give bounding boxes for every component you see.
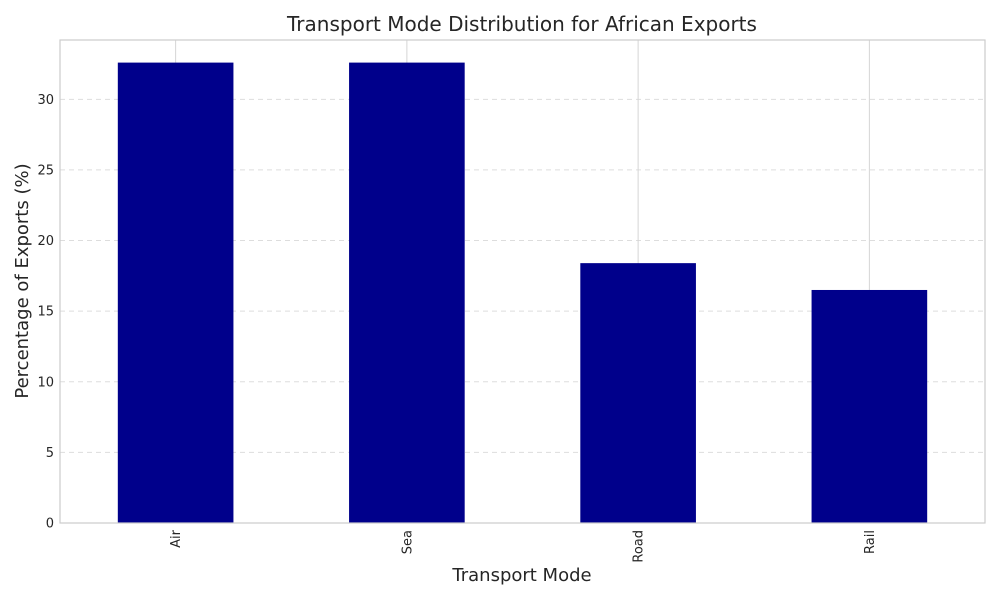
x-tick-label: Road [632, 530, 647, 563]
bar-road [580, 263, 696, 523]
y-axis-label: Percentage of Exports (%) [12, 163, 33, 398]
y-tick-label: 20 [37, 234, 54, 249]
x-tick-label: Rail [863, 530, 878, 554]
y-tick-label: 10 [37, 375, 54, 390]
y-tick-label: 30 [37, 93, 54, 108]
x-tick-label: Sea [400, 530, 415, 554]
y-tick-label: 5 [46, 446, 54, 461]
x-axis-label: Transport Mode [451, 565, 591, 586]
y-axis-ticks: 0 5 10 15 20 25 30 [37, 93, 54, 532]
chart-title: Transport Mode Distribution for African … [286, 12, 757, 36]
bar-sea [349, 62, 465, 523]
x-tick-label: Air [169, 529, 184, 548]
x-axis-ticks: Air Sea Road Rail [169, 529, 878, 562]
y-tick-label: 15 [37, 305, 54, 320]
bar-rail [811, 289, 928, 523]
y-tick-label: 25 [37, 163, 54, 178]
plot-frame [59, 39, 986, 524]
y-tick-label: 0 [46, 517, 54, 532]
bars [117, 62, 928, 523]
bar-air [117, 62, 234, 523]
